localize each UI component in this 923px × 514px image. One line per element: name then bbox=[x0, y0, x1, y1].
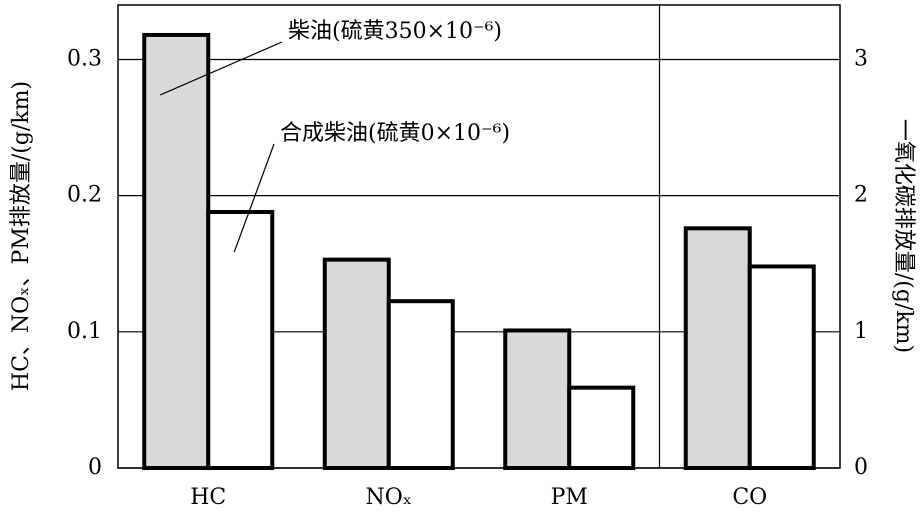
y-tick-label: 0.1 bbox=[67, 319, 102, 344]
y2-axis-label: 一氧化碳排放量/(g/km) bbox=[891, 119, 916, 353]
y2-tick-label: 2 bbox=[854, 183, 868, 208]
y-tick-label: 0.2 bbox=[67, 183, 102, 208]
x-tick-label: CO bbox=[732, 485, 767, 510]
bar bbox=[142, 32, 211, 470]
bar bbox=[206, 209, 275, 471]
y2-tick-label: 0 bbox=[854, 455, 868, 480]
bar bbox=[567, 385, 636, 470]
y-tick-label: 0.3 bbox=[67, 46, 102, 71]
bar bbox=[386, 299, 455, 471]
leader-line bbox=[160, 41, 283, 96]
bar bbox=[503, 328, 572, 470]
bar bbox=[747, 264, 816, 471]
plot-frame bbox=[117, 4, 841, 469]
annotation: 合成柴油(硫黄0×10⁻⁶) bbox=[280, 121, 510, 146]
leader-line bbox=[233, 143, 275, 253]
x-tick-label: HC bbox=[190, 485, 226, 510]
y-axis-label: HC、NOₓ、PM排放量/(g/km) bbox=[9, 81, 34, 391]
bar bbox=[683, 226, 752, 470]
x-tick-label: PM bbox=[551, 485, 588, 510]
y2-tick-label: 3 bbox=[854, 46, 868, 71]
y2-tick-label: 1 bbox=[854, 319, 868, 344]
bar bbox=[322, 257, 391, 470]
annotation: 柴油(硫黄350×10⁻⁶) bbox=[288, 19, 502, 44]
x-tick-label: NOₓ bbox=[365, 485, 412, 510]
y-tick-label: 0 bbox=[88, 455, 102, 480]
